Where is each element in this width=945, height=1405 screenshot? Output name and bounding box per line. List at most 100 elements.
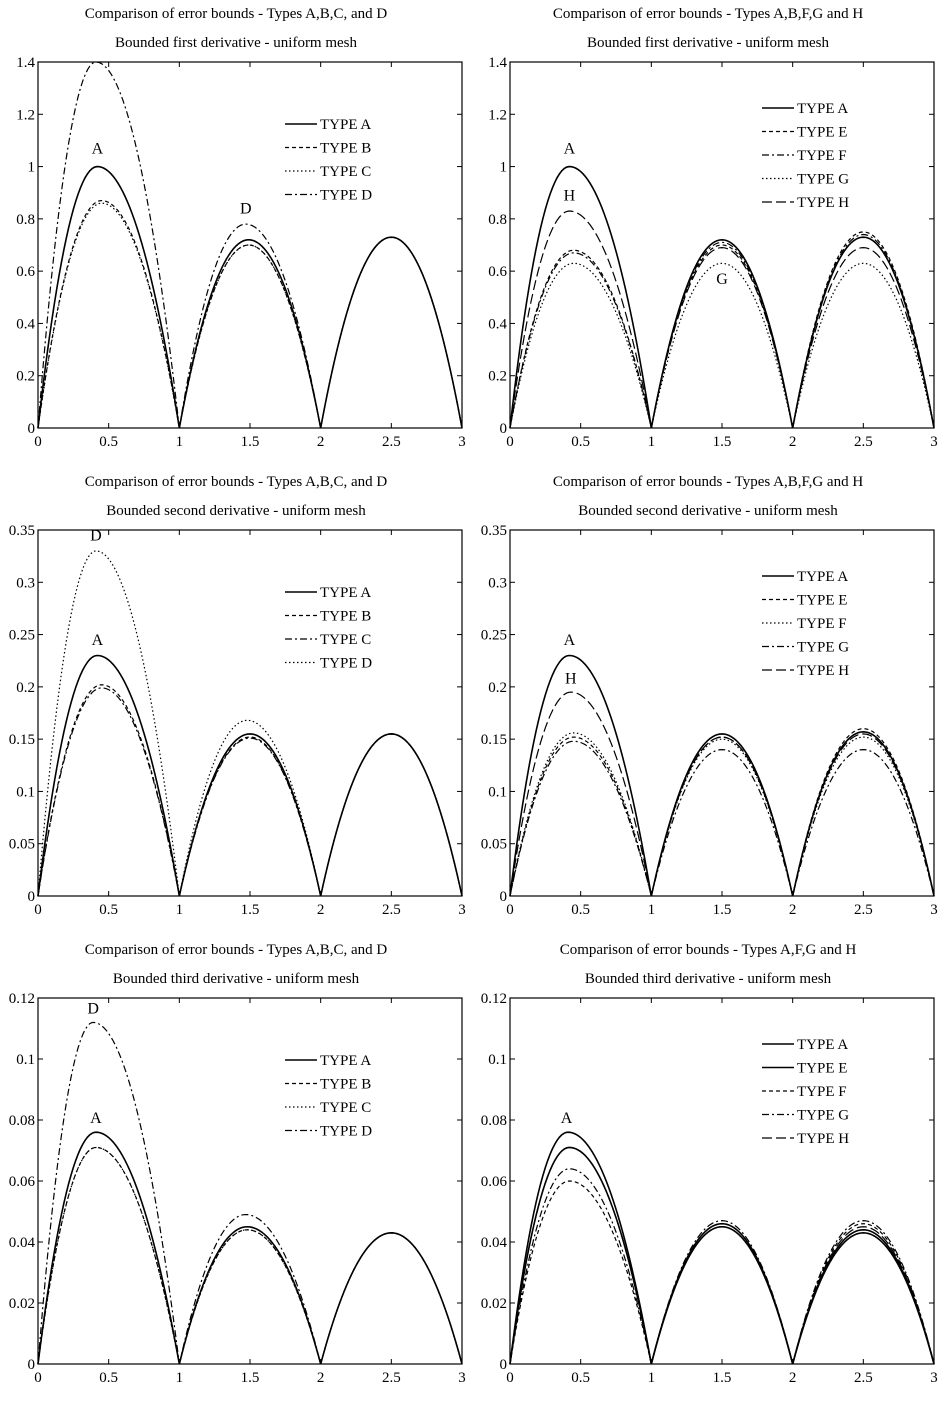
x-tick-label: 3	[458, 902, 466, 918]
y-tick-label: 0.06	[481, 1174, 508, 1190]
chart-subtitle: Bounded second derivative - uniform mesh	[106, 503, 366, 519]
legend-label: TYPE F	[797, 148, 847, 164]
plot-frame	[509, 529, 935, 897]
y-tick-label: 1	[500, 160, 508, 176]
curve-annotation: H	[564, 188, 576, 205]
plot-svg: 0 0.5 1 1.5 2 2.5 3 0 0.2 0.4 0.6 0.8 1 1.2 1.4 TYPE A T…	[16, 55, 466, 450]
legend-label: TYPE H	[797, 1131, 849, 1147]
x-tick-label: 0	[34, 1370, 42, 1386]
y-tick-label: 0.08	[9, 1113, 35, 1129]
x-tick-label: 2.5	[382, 902, 401, 918]
series-line-type-d	[37, 550, 463, 897]
y-tick-label: 0.1	[16, 784, 35, 800]
y-tick-label: 0.25	[9, 628, 35, 644]
y-tick-label: 0.1	[488, 784, 507, 800]
x-tick-label: 1	[176, 902, 184, 918]
legend-label: TYPE A	[797, 569, 848, 585]
chart-subtitle: Bounded third derivative - uniform mesh	[112, 971, 360, 987]
legend-label: TYPE B	[320, 141, 371, 157]
legend-label: TYPE F	[797, 616, 847, 632]
x-tick-label: 2.5	[382, 434, 401, 450]
series-line-type-g	[509, 740, 935, 897]
x-tick-label: 2	[317, 1370, 325, 1386]
legend-label: TYPE G	[797, 172, 849, 188]
legend-label: TYPE H	[797, 663, 849, 679]
series-line-type-b	[37, 1146, 463, 1365]
chart-title: Comparison of error bounds - Types A,B,C…	[84, 474, 388, 490]
x-tick-label: 3	[458, 434, 466, 450]
chart-title: Comparison of error bounds - Types A,B,F…	[552, 474, 864, 490]
y-tick-label: 0.05	[9, 837, 35, 853]
legend-label: TYPE D	[320, 188, 372, 204]
series-line-type-a	[509, 654, 935, 897]
series-line-type-d	[37, 1021, 463, 1365]
y-tick-label: 0.2	[488, 369, 507, 385]
series-line-type-e	[509, 1146, 935, 1365]
y-tick-label: 0.4	[16, 316, 35, 332]
x-tick-label: 3	[930, 434, 938, 450]
y-tick-label: 0.3	[488, 575, 507, 591]
series-line-type-b	[37, 684, 463, 897]
x-tick-label: 2	[317, 434, 325, 450]
legend-label: TYPE E	[797, 1061, 847, 1077]
x-tick-label: 3	[930, 902, 938, 918]
chart-title: Comparison of error bounds - Types A,F,G…	[559, 942, 857, 958]
curve-annotation: D	[240, 201, 252, 218]
x-tick-label: 0.5	[99, 1370, 118, 1386]
chart-subtitle: Bounded third derivative - uniform mesh	[584, 971, 832, 987]
legend-label: TYPE F	[797, 1084, 847, 1100]
plot-svg: 0 0.5 1 1.5 2 2.5 3 0 0.2 0.4 0.6 0.8 1 1.2 1.4 TYPE A T…	[488, 55, 938, 450]
chart-panel-6: Comparison of error bounds - Types A,F,G…	[472, 936, 944, 1404]
x-tick-label: 3	[930, 1370, 938, 1386]
y-tick-label: 0	[28, 889, 36, 905]
legend-label: TYPE C	[320, 1100, 371, 1116]
curve-annotation: D	[90, 527, 102, 544]
curve-annotation: A	[92, 141, 104, 158]
legend-label: TYPE B	[320, 1077, 371, 1093]
x-tick-label: 0	[34, 434, 42, 450]
series-line-type-h	[509, 691, 935, 897]
legend-label: TYPE E	[797, 125, 847, 141]
plot-frame	[37, 529, 463, 897]
x-tick-label: 1.5	[241, 434, 260, 450]
series-line-type-b	[37, 199, 463, 429]
x-tick-label: 2.5	[854, 902, 873, 918]
x-tick-label: 0.5	[99, 434, 118, 450]
series-line-type-f	[509, 732, 935, 897]
x-tick-label: 2.5	[854, 1370, 873, 1386]
y-tick-label: 0	[28, 421, 36, 437]
x-tick-label: 1	[176, 434, 184, 450]
y-tick-label: 0.8	[488, 212, 507, 228]
legend-label: TYPE G	[797, 1108, 849, 1124]
y-tick-label: 0.35	[481, 523, 507, 539]
curve-annotation: A	[561, 1110, 573, 1127]
legend-label: TYPE E	[797, 593, 847, 609]
chart-panel-4: Comparison of error bounds - Types A,B,F…	[472, 468, 944, 936]
y-tick-label: 0.15	[9, 732, 35, 748]
legend-label: TYPE A	[320, 585, 371, 601]
chart-title: Comparison of error bounds - Types A,B,F…	[552, 6, 864, 22]
plot-frame	[509, 997, 935, 1365]
curve-annotation: H	[565, 671, 577, 688]
legend-label: TYPE H	[797, 195, 849, 211]
y-tick-label: 0.3	[16, 575, 35, 591]
x-tick-label: 1.5	[241, 1370, 260, 1386]
series-line-type-a	[509, 165, 935, 429]
series-line-type-e	[509, 231, 935, 429]
x-tick-label: 2.5	[854, 434, 873, 450]
y-tick-label: 1.4	[16, 55, 35, 71]
y-tick-label: 0	[500, 889, 508, 905]
curve-annotation: A	[564, 141, 576, 158]
series-line-type-h	[509, 210, 935, 429]
chart-panel-3: Comparison of error bounds - Types A,B,C…	[0, 468, 472, 936]
chart-subtitle: Bounded first derivative - uniform mesh	[586, 35, 830, 51]
x-tick-label: 1	[176, 1370, 184, 1386]
x-tick-label: 2	[317, 902, 325, 918]
y-tick-label: 0.06	[9, 1174, 36, 1190]
legend-label: TYPE C	[320, 164, 371, 180]
legend-label: TYPE A	[320, 117, 371, 133]
plot-svg: 0 0.5 1 1.5 2 2.5 3 0 0.02 0.04 0.06 0.08 0.1 0.12 TYP…	[481, 991, 938, 1386]
series-line-type-h	[509, 1146, 935, 1365]
y-tick-label: 0	[500, 1357, 508, 1373]
